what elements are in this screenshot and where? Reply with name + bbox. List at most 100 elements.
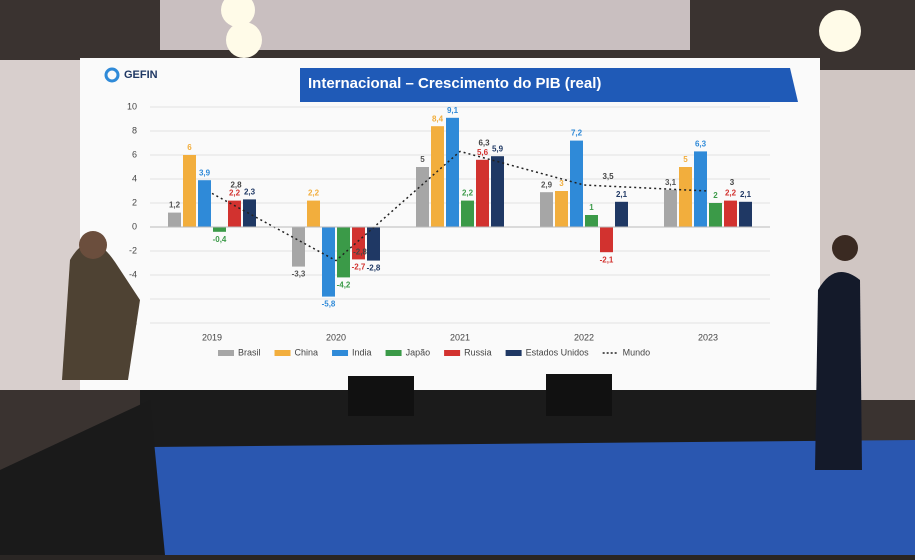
legend-swatch bbox=[385, 350, 402, 356]
bar bbox=[476, 159, 489, 227]
legend-label: China bbox=[295, 347, 319, 357]
presenter-head bbox=[832, 235, 858, 261]
value-label: 5 bbox=[420, 155, 425, 164]
bar bbox=[228, 200, 241, 227]
value-label: 2 bbox=[713, 191, 718, 200]
bar bbox=[243, 199, 256, 227]
legend-label: India bbox=[352, 347, 372, 357]
lamp bbox=[819, 10, 861, 52]
bar bbox=[679, 167, 692, 227]
value-label: 3 bbox=[559, 179, 564, 188]
line bbox=[211, 150, 709, 262]
value-label: 2,8 bbox=[230, 181, 242, 190]
value-label: 3,5 bbox=[602, 172, 614, 181]
y-tick-label: 8 bbox=[132, 125, 137, 135]
lamp bbox=[226, 22, 262, 58]
value-label: 6 bbox=[187, 143, 192, 152]
bar bbox=[367, 227, 380, 261]
presenter-head bbox=[79, 231, 107, 259]
bar bbox=[694, 151, 707, 227]
bar bbox=[198, 180, 211, 227]
bar bbox=[352, 227, 365, 260]
value-label: 2,2 bbox=[308, 189, 320, 198]
value-label: 5 bbox=[683, 155, 688, 164]
stage bbox=[140, 385, 860, 447]
bar bbox=[431, 126, 444, 227]
value-label: 2,1 bbox=[616, 190, 628, 199]
value-label: -2,8 bbox=[353, 248, 367, 257]
value-label: -2,1 bbox=[600, 255, 614, 264]
bar bbox=[446, 117, 459, 227]
bar bbox=[585, 215, 598, 227]
bar bbox=[337, 227, 350, 278]
value-label: -2,8 bbox=[367, 264, 381, 273]
logo-icon bbox=[104, 67, 120, 83]
speaker bbox=[546, 374, 612, 416]
value-label: 3,1 bbox=[665, 178, 677, 187]
floor bbox=[150, 440, 915, 555]
value-label: 2,2 bbox=[725, 189, 737, 198]
bar bbox=[724, 200, 737, 227]
value-label: 2,9 bbox=[541, 180, 553, 189]
bar bbox=[213, 227, 226, 232]
legend-label: Russia bbox=[464, 347, 492, 357]
value-label: 2,2 bbox=[229, 189, 241, 198]
bar bbox=[615, 201, 628, 227]
bar bbox=[183, 155, 196, 227]
value-label: 6,3 bbox=[478, 139, 490, 148]
value-label: 3 bbox=[730, 178, 735, 187]
legend-label: Mundo bbox=[623, 347, 651, 357]
value-label: 5,6 bbox=[477, 148, 489, 157]
value-label: -4,2 bbox=[337, 281, 351, 290]
y-tick-label: 2 bbox=[132, 197, 137, 207]
legend-swatch bbox=[218, 350, 234, 356]
x-tick-label: 2020 bbox=[326, 332, 346, 342]
bar bbox=[168, 212, 181, 227]
x-tick-label: 2021 bbox=[450, 332, 470, 342]
bar bbox=[600, 227, 613, 253]
legend-swatch bbox=[505, 350, 522, 356]
bar bbox=[570, 140, 583, 227]
bar bbox=[461, 200, 474, 227]
bar bbox=[416, 167, 429, 227]
value-label: 7,2 bbox=[571, 129, 583, 138]
bar bbox=[709, 203, 722, 227]
value-label: -5,8 bbox=[322, 300, 336, 309]
presenter bbox=[62, 242, 140, 380]
x-tick-label: 2023 bbox=[698, 332, 718, 342]
y-tick-label: -4 bbox=[129, 269, 137, 279]
value-label: -3,3 bbox=[292, 270, 306, 279]
y-tick-label: -2 bbox=[129, 245, 137, 255]
x-tick-label: 2019 bbox=[202, 332, 222, 342]
legend-swatch bbox=[332, 350, 349, 356]
value-label: 1,2 bbox=[169, 201, 181, 210]
value-label: 6,3 bbox=[695, 140, 707, 149]
logo: GEFIN bbox=[124, 69, 158, 81]
bar bbox=[664, 189, 677, 227]
legend-label: Estados Unidos bbox=[526, 347, 590, 357]
value-label: 2,2 bbox=[462, 189, 474, 198]
legend-label: Brasil bbox=[238, 347, 261, 357]
value-label: 9,1 bbox=[447, 106, 459, 115]
value-label: 5,9 bbox=[492, 144, 504, 153]
speaker bbox=[348, 376, 414, 416]
value-label: 1 bbox=[589, 203, 594, 212]
bar bbox=[540, 192, 553, 227]
y-tick-label: 10 bbox=[127, 101, 137, 111]
lamp bbox=[221, 0, 255, 27]
value-label: 3,9 bbox=[199, 168, 211, 177]
y-tick-label: 6 bbox=[132, 149, 137, 159]
legend-swatch bbox=[444, 350, 461, 356]
bar bbox=[491, 156, 504, 227]
y-tick-label: 0 bbox=[132, 221, 137, 231]
chart-title: Internacional – Crescimento do PIB (real… bbox=[308, 75, 601, 92]
bar bbox=[307, 200, 320, 227]
value-label: -2,7 bbox=[352, 263, 366, 272]
title-banner bbox=[300, 68, 798, 102]
y-tick-label: 4 bbox=[132, 173, 137, 183]
value-label: 2,1 bbox=[740, 190, 752, 199]
legend-swatch bbox=[274, 350, 291, 356]
bar bbox=[292, 227, 305, 267]
table bbox=[0, 400, 165, 555]
